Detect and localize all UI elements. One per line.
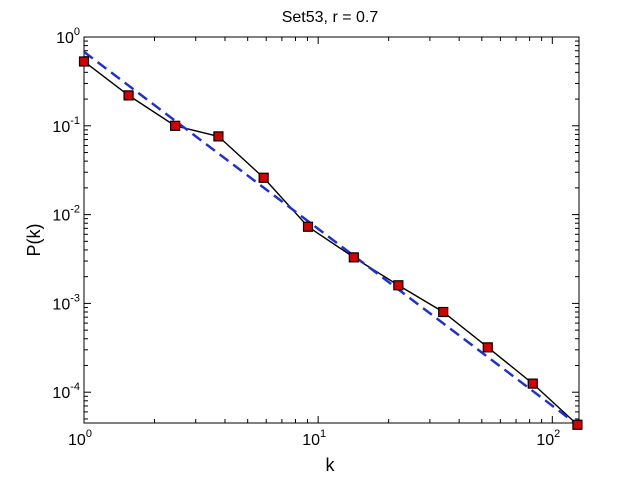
x-tick-label: 101 — [302, 428, 326, 449]
x-tick-label: 100 — [68, 428, 92, 449]
chart-title: Set53, r = 0.7 — [282, 9, 379, 26]
series-layer — [78, 50, 583, 430]
axis-ticks — [83, 36, 579, 423]
data-point-marker — [438, 306, 449, 318]
data-point-marker — [572, 419, 583, 430]
data-point-marker — [170, 120, 181, 131]
y-tick-label: 10-1 — [52, 115, 80, 136]
data-point-marker — [393, 280, 404, 291]
y-axis-label: P(k) — [24, 224, 44, 257]
data-point-marker — [258, 172, 269, 183]
data-point-marker — [78, 56, 90, 67]
y-tick-label: 10-2 — [52, 204, 80, 225]
plot-area — [83, 36, 580, 424]
y-tick-label: 100 — [56, 26, 80, 47]
x-axis-label: k — [326, 455, 336, 475]
fit-dashed-line — [83, 50, 579, 426]
y-tick-label: 10-3 — [52, 292, 80, 313]
data-point-marker — [123, 90, 134, 101]
data-series-line — [83, 60, 578, 426]
data-point-marker — [213, 131, 224, 142]
data-point-marker — [527, 378, 538, 389]
x-tick-label: 102 — [536, 428, 560, 449]
y-tick-label: 10-4 — [52, 381, 80, 402]
tick-labels: 100 101 102 100 10-1 10-2 10-3 10-4 — [52, 26, 560, 449]
data-point-marker — [302, 221, 314, 232]
data-point-marker — [348, 252, 359, 263]
data-point-marker — [482, 342, 493, 353]
